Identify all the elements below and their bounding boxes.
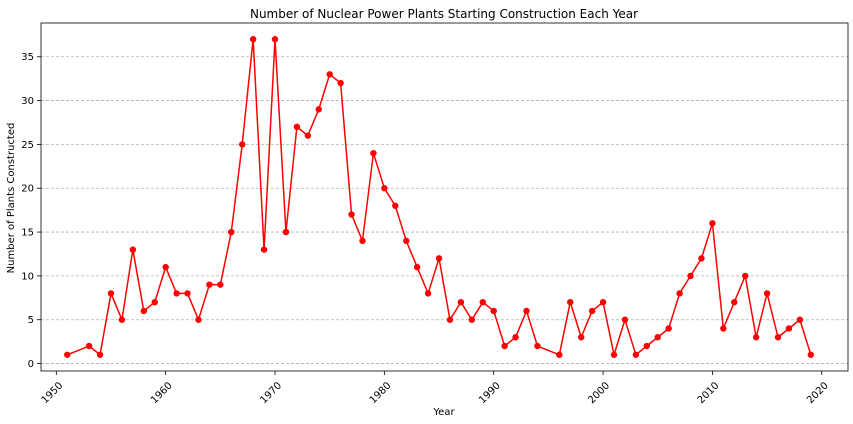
- x-tick-label: 1950: [40, 380, 66, 406]
- data-point: [435, 255, 443, 262]
- data-point: [742, 272, 749, 280]
- data-point: [249, 36, 257, 43]
- data-point: [337, 79, 344, 87]
- data-point: [424, 290, 432, 297]
- data-point: [632, 351, 640, 358]
- data-point: [687, 272, 694, 280]
- x-tick-label: 2000: [586, 380, 612, 406]
- data-point: [107, 290, 115, 297]
- data-point: [173, 290, 180, 297]
- data-point: [184, 290, 191, 297]
- y-tick-label: 25: [21, 140, 34, 151]
- y-ticks: 0 5 10 15 20 25 30 35: [21, 52, 41, 370]
- y-tick-label: 5: [28, 315, 34, 326]
- data-point: [85, 342, 93, 350]
- data-point: [479, 298, 486, 306]
- y-tick-label: 15: [21, 228, 34, 239]
- data-point: [446, 316, 454, 323]
- data-point: [64, 351, 71, 358]
- data-point: [523, 307, 530, 315]
- x-tick-label: 1970: [258, 380, 284, 406]
- data-point: [359, 237, 366, 245]
- data-point: [140, 307, 147, 315]
- data-point: [512, 334, 519, 341]
- data-point: [271, 36, 279, 43]
- data-point: [468, 316, 476, 323]
- data-point: [709, 220, 716, 227]
- data-point: [118, 316, 126, 323]
- data-point: [796, 316, 804, 323]
- data-point: [731, 298, 738, 306]
- data-point: [698, 255, 705, 262]
- data-point: [785, 325, 793, 332]
- y-tick-label: 35: [21, 52, 34, 63]
- data-point: [96, 351, 104, 358]
- data-point: [206, 281, 213, 288]
- data-point: [293, 123, 301, 131]
- data-point: [260, 246, 268, 253]
- data-point: [151, 298, 158, 306]
- data-point: [239, 141, 246, 148]
- x-tick-label: 1980: [368, 380, 394, 406]
- y-tick-label: 0: [28, 359, 34, 370]
- data-point: [588, 307, 596, 315]
- x-ticks: 1950 1960 1970 1980 1990 2000 2010 2020: [40, 371, 831, 406]
- data-point: [556, 351, 563, 358]
- data-point: [720, 325, 727, 332]
- chart-title: Number of Nuclear Power Plants Starting …: [250, 7, 638, 21]
- data-point: [381, 185, 388, 192]
- data-point: [501, 342, 508, 350]
- series-line: [66, 38, 812, 356]
- data-point: [228, 228, 235, 236]
- x-tick-label: 2020: [805, 380, 831, 406]
- data-point: [654, 334, 661, 341]
- data-point: [577, 334, 585, 341]
- data-point: [621, 316, 629, 323]
- x-tick-label: 1990: [477, 380, 503, 406]
- data-point: [490, 307, 497, 315]
- y-axis-label: Number of Plants Constructed: [6, 123, 17, 274]
- y-tick-label: 10: [21, 271, 34, 282]
- data-point: [370, 149, 377, 157]
- data-point: [392, 202, 399, 209]
- data-point: [665, 325, 672, 332]
- data-point: [676, 290, 683, 297]
- data-point: [807, 351, 815, 358]
- x-tick-label: 2010: [696, 380, 722, 406]
- data-point: [304, 132, 312, 139]
- data-point: [610, 351, 618, 358]
- data-point: [643, 342, 650, 350]
- data-point: [348, 211, 355, 218]
- data-point: [326, 71, 333, 78]
- data-point: [413, 263, 421, 271]
- data-point: [774, 334, 782, 341]
- data-point: [162, 263, 169, 271]
- data-point: [763, 290, 771, 297]
- data-point: [457, 298, 465, 306]
- y-tick-label: 20: [21, 184, 34, 195]
- data-point: [129, 246, 137, 253]
- axes-layer: [40, 22, 849, 372]
- data-point: [567, 298, 574, 306]
- x-tick-label: 1960: [149, 380, 175, 406]
- y-tick-label: 30: [21, 96, 34, 107]
- data-point: [217, 281, 224, 288]
- data-point: [282, 228, 290, 236]
- data-point: [315, 106, 322, 113]
- grid-layer: [41, 56, 848, 364]
- data-point: [195, 316, 202, 323]
- data-point: [403, 237, 410, 245]
- x-axis-label: Year: [432, 407, 455, 418]
- data-point: [599, 298, 607, 306]
- data-point: [752, 334, 760, 341]
- series-layer: [64, 36, 815, 358]
- data-point: [534, 342, 541, 350]
- plot-frame: [40, 22, 849, 372]
